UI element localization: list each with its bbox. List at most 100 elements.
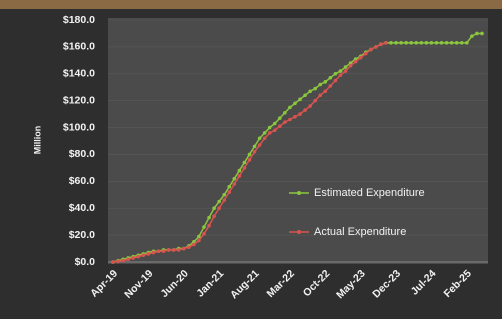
data-point xyxy=(121,259,125,263)
data-point xyxy=(187,245,191,249)
data-point xyxy=(369,48,373,52)
data-point xyxy=(389,41,393,45)
data-point xyxy=(334,72,338,76)
x-tick-label: Jun-20 xyxy=(158,267,191,300)
data-point xyxy=(273,122,277,126)
data-point xyxy=(172,248,176,252)
data-point xyxy=(480,32,484,36)
data-point xyxy=(339,69,343,73)
data-point xyxy=(192,243,196,247)
x-tick-label: Apr-19 xyxy=(88,267,120,299)
data-point xyxy=(318,83,322,87)
data-point xyxy=(394,41,398,45)
data-point xyxy=(313,99,317,103)
data-point xyxy=(303,108,307,112)
y-tick-label: $80.0 xyxy=(69,148,95,160)
data-point xyxy=(324,89,328,93)
y-tick-label: $100.0 xyxy=(63,121,95,133)
data-point xyxy=(329,84,333,88)
data-point xyxy=(126,258,130,262)
data-point xyxy=(268,131,272,135)
data-point xyxy=(293,102,297,106)
data-point xyxy=(414,41,418,45)
data-point xyxy=(450,41,454,45)
data-point xyxy=(460,41,464,45)
data-point xyxy=(359,56,363,60)
data-point xyxy=(445,41,449,45)
data-point xyxy=(384,41,388,45)
data-point xyxy=(212,214,216,218)
x-tick-label: Feb-25 xyxy=(442,267,475,300)
data-point xyxy=(136,255,140,259)
y-tick-label: $40.0 xyxy=(69,202,95,214)
data-point xyxy=(283,111,287,115)
data-point xyxy=(354,60,358,64)
data-point xyxy=(470,34,474,38)
legend-label: Estimated Expenditure xyxy=(314,187,425,199)
data-point xyxy=(162,249,166,253)
data-point xyxy=(318,93,322,97)
data-point xyxy=(202,232,206,236)
data-point xyxy=(344,65,348,69)
x-tick-label: Nov-19 xyxy=(122,267,155,300)
y-tick-label: $180.0 xyxy=(63,14,95,26)
data-point xyxy=(243,161,247,165)
data-point xyxy=(308,104,312,108)
data-point xyxy=(248,158,252,162)
x-tick-label: Dec-23 xyxy=(370,268,403,301)
legend-marker xyxy=(297,191,301,195)
y-tick-label: $140.0 xyxy=(63,68,95,80)
data-point xyxy=(253,150,257,154)
y-tick-label: $20.0 xyxy=(69,229,95,241)
data-point xyxy=(222,198,226,202)
data-point xyxy=(435,41,439,45)
data-point xyxy=(227,190,231,194)
data-point xyxy=(167,248,171,252)
data-point xyxy=(425,41,429,45)
data-point xyxy=(177,248,181,252)
data-point xyxy=(399,41,403,45)
data-point xyxy=(313,87,317,91)
data-point xyxy=(233,177,237,181)
data-point xyxy=(278,116,282,120)
data-point xyxy=(283,120,287,124)
data-point xyxy=(298,98,302,102)
legend-marker xyxy=(297,230,301,234)
data-point xyxy=(243,166,247,170)
data-point xyxy=(253,145,257,149)
data-point xyxy=(152,251,156,255)
data-point xyxy=(238,174,242,178)
data-point xyxy=(288,106,292,110)
data-point xyxy=(308,89,312,93)
data-point xyxy=(273,128,277,132)
data-point xyxy=(420,41,424,45)
data-point xyxy=(298,112,302,116)
data-point xyxy=(248,153,252,157)
data-point xyxy=(207,224,211,228)
data-point xyxy=(364,52,368,56)
data-point xyxy=(268,126,272,130)
data-point xyxy=(217,206,221,210)
data-point xyxy=(455,41,459,45)
data-point xyxy=(258,137,262,141)
data-point xyxy=(278,124,282,128)
data-point xyxy=(207,216,211,220)
data-point xyxy=(293,115,297,119)
data-point xyxy=(465,41,469,45)
data-point xyxy=(430,41,434,45)
chart: Million $0.0$20.0$40.0$60.0$80.0$100.0$1… xyxy=(0,0,502,319)
data-point xyxy=(182,247,186,251)
data-point xyxy=(374,45,378,49)
data-point xyxy=(440,41,444,45)
data-point xyxy=(344,69,348,73)
y-tick-label: $160.0 xyxy=(63,41,95,53)
data-point xyxy=(303,93,307,97)
data-point xyxy=(339,73,343,77)
y-tick-label: $0.0 xyxy=(75,256,96,268)
x-tick-label: May-23 xyxy=(334,267,368,301)
data-point xyxy=(147,252,151,256)
data-point xyxy=(212,206,216,210)
data-point xyxy=(197,239,201,243)
data-point xyxy=(324,80,328,84)
data-point xyxy=(334,79,338,83)
